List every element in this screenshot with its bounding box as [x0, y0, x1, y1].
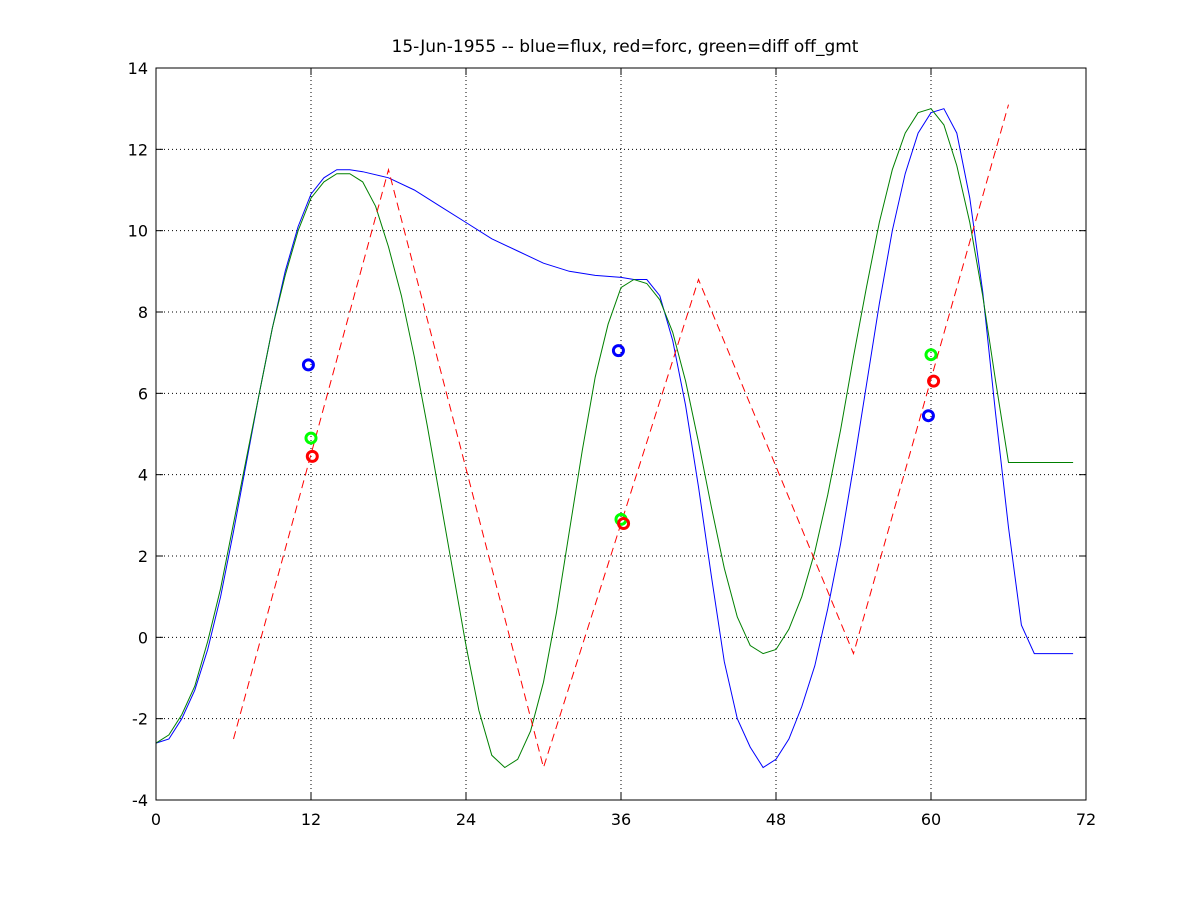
- y-tick-label: 6: [138, 384, 148, 403]
- data-marker: [927, 374, 941, 388]
- data-marker: [617, 516, 631, 530]
- y-tick-label: 14: [128, 59, 148, 78]
- x-tick-label: 24: [456, 810, 476, 829]
- series-layer: [155, 104, 1074, 770]
- data-marker: [301, 358, 315, 372]
- y-tick-label: 8: [138, 303, 148, 322]
- x-tick-label: 12: [301, 810, 321, 829]
- chart-title: 15-Jun-1955 -- blue=flux, red=forc, gree…: [392, 37, 859, 57]
- y-tick-label: -2: [132, 710, 148, 729]
- x-tick-label: 60: [921, 810, 941, 829]
- y-tick-label: -4: [132, 791, 148, 810]
- axes-frame: [155, 67, 1087, 801]
- y-tick-label: 2: [138, 547, 148, 566]
- data-marker: [305, 449, 319, 463]
- data-marker: [304, 431, 318, 445]
- data-marker: [611, 344, 625, 358]
- series-line-0: [155, 108, 1074, 769]
- x-tick-label: 36: [611, 810, 631, 829]
- y-tick-label: 0: [138, 628, 148, 647]
- marker-layer: [301, 344, 941, 530]
- x-tick-label: 72: [1076, 810, 1096, 829]
- data-marker: [921, 409, 935, 423]
- grid-layer: [156, 68, 1086, 800]
- x-tick-label: 48: [766, 810, 786, 829]
- data-marker: [924, 348, 938, 362]
- series-line-1: [155, 108, 1074, 769]
- y-tick-label: 12: [128, 140, 148, 159]
- y-tick-label: 10: [128, 222, 148, 241]
- y-tick-label: 4: [138, 466, 148, 485]
- x-tick-label: 0: [151, 810, 161, 829]
